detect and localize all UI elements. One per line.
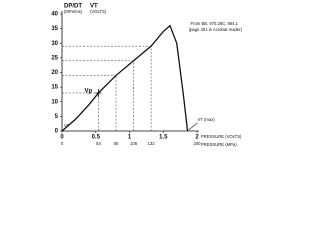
y-tick-label: 25 [51,55,58,61]
marker-label: Vp [84,89,92,95]
y-label: VT [90,4,98,10]
marker-label: VT (max) [198,117,216,122]
y-tick-label: 5 [55,114,59,120]
curve [61,24,189,132]
x-tick-label: 0 [60,135,64,141]
annotation: From BB, 970.28C, 864.1 [191,21,239,26]
y-tick-label: 20 [51,70,58,76]
y-tick-label: 10 [51,99,58,105]
y-label: DP/DT [64,4,82,10]
y-tick-label: 35 [51,26,58,32]
y-tick-label: 30 [51,41,58,47]
x2-tick-label: 200 [194,141,202,146]
x-tick-label: 1.5 [159,135,168,141]
y-tick-label: 0 [55,129,59,135]
y-tick-label: 40 [51,12,58,18]
vt-arrow [188,122,198,131]
chart: DP/DT (MPa/ms) VT (VOLTS) From BB, 970.2… [51,4,243,148]
x2-tick-label: 0 [61,141,64,146]
annotation: (page 401 in Acrobat reader) [189,27,243,32]
x-label: PRESSURE (VOLTS) [201,134,242,139]
x-tick-label: 0.5 [92,135,101,141]
x2-tick-label: 54 [96,141,101,146]
x2-tick-label: 132 [148,141,156,146]
x2-tick-label: 80 [114,141,119,146]
x-tick-label: 1 [128,135,132,141]
marker-label: VT [64,123,70,128]
x2-tick-label: 106 [130,141,138,146]
x-tick-label: 2 [195,135,199,141]
y-label: (MPa/ms) [64,9,83,14]
y-tick-label: 15 [51,85,58,91]
x2-label: PRESSURE (MPa) [201,142,237,147]
y-label: (VOLTS) [90,9,107,14]
